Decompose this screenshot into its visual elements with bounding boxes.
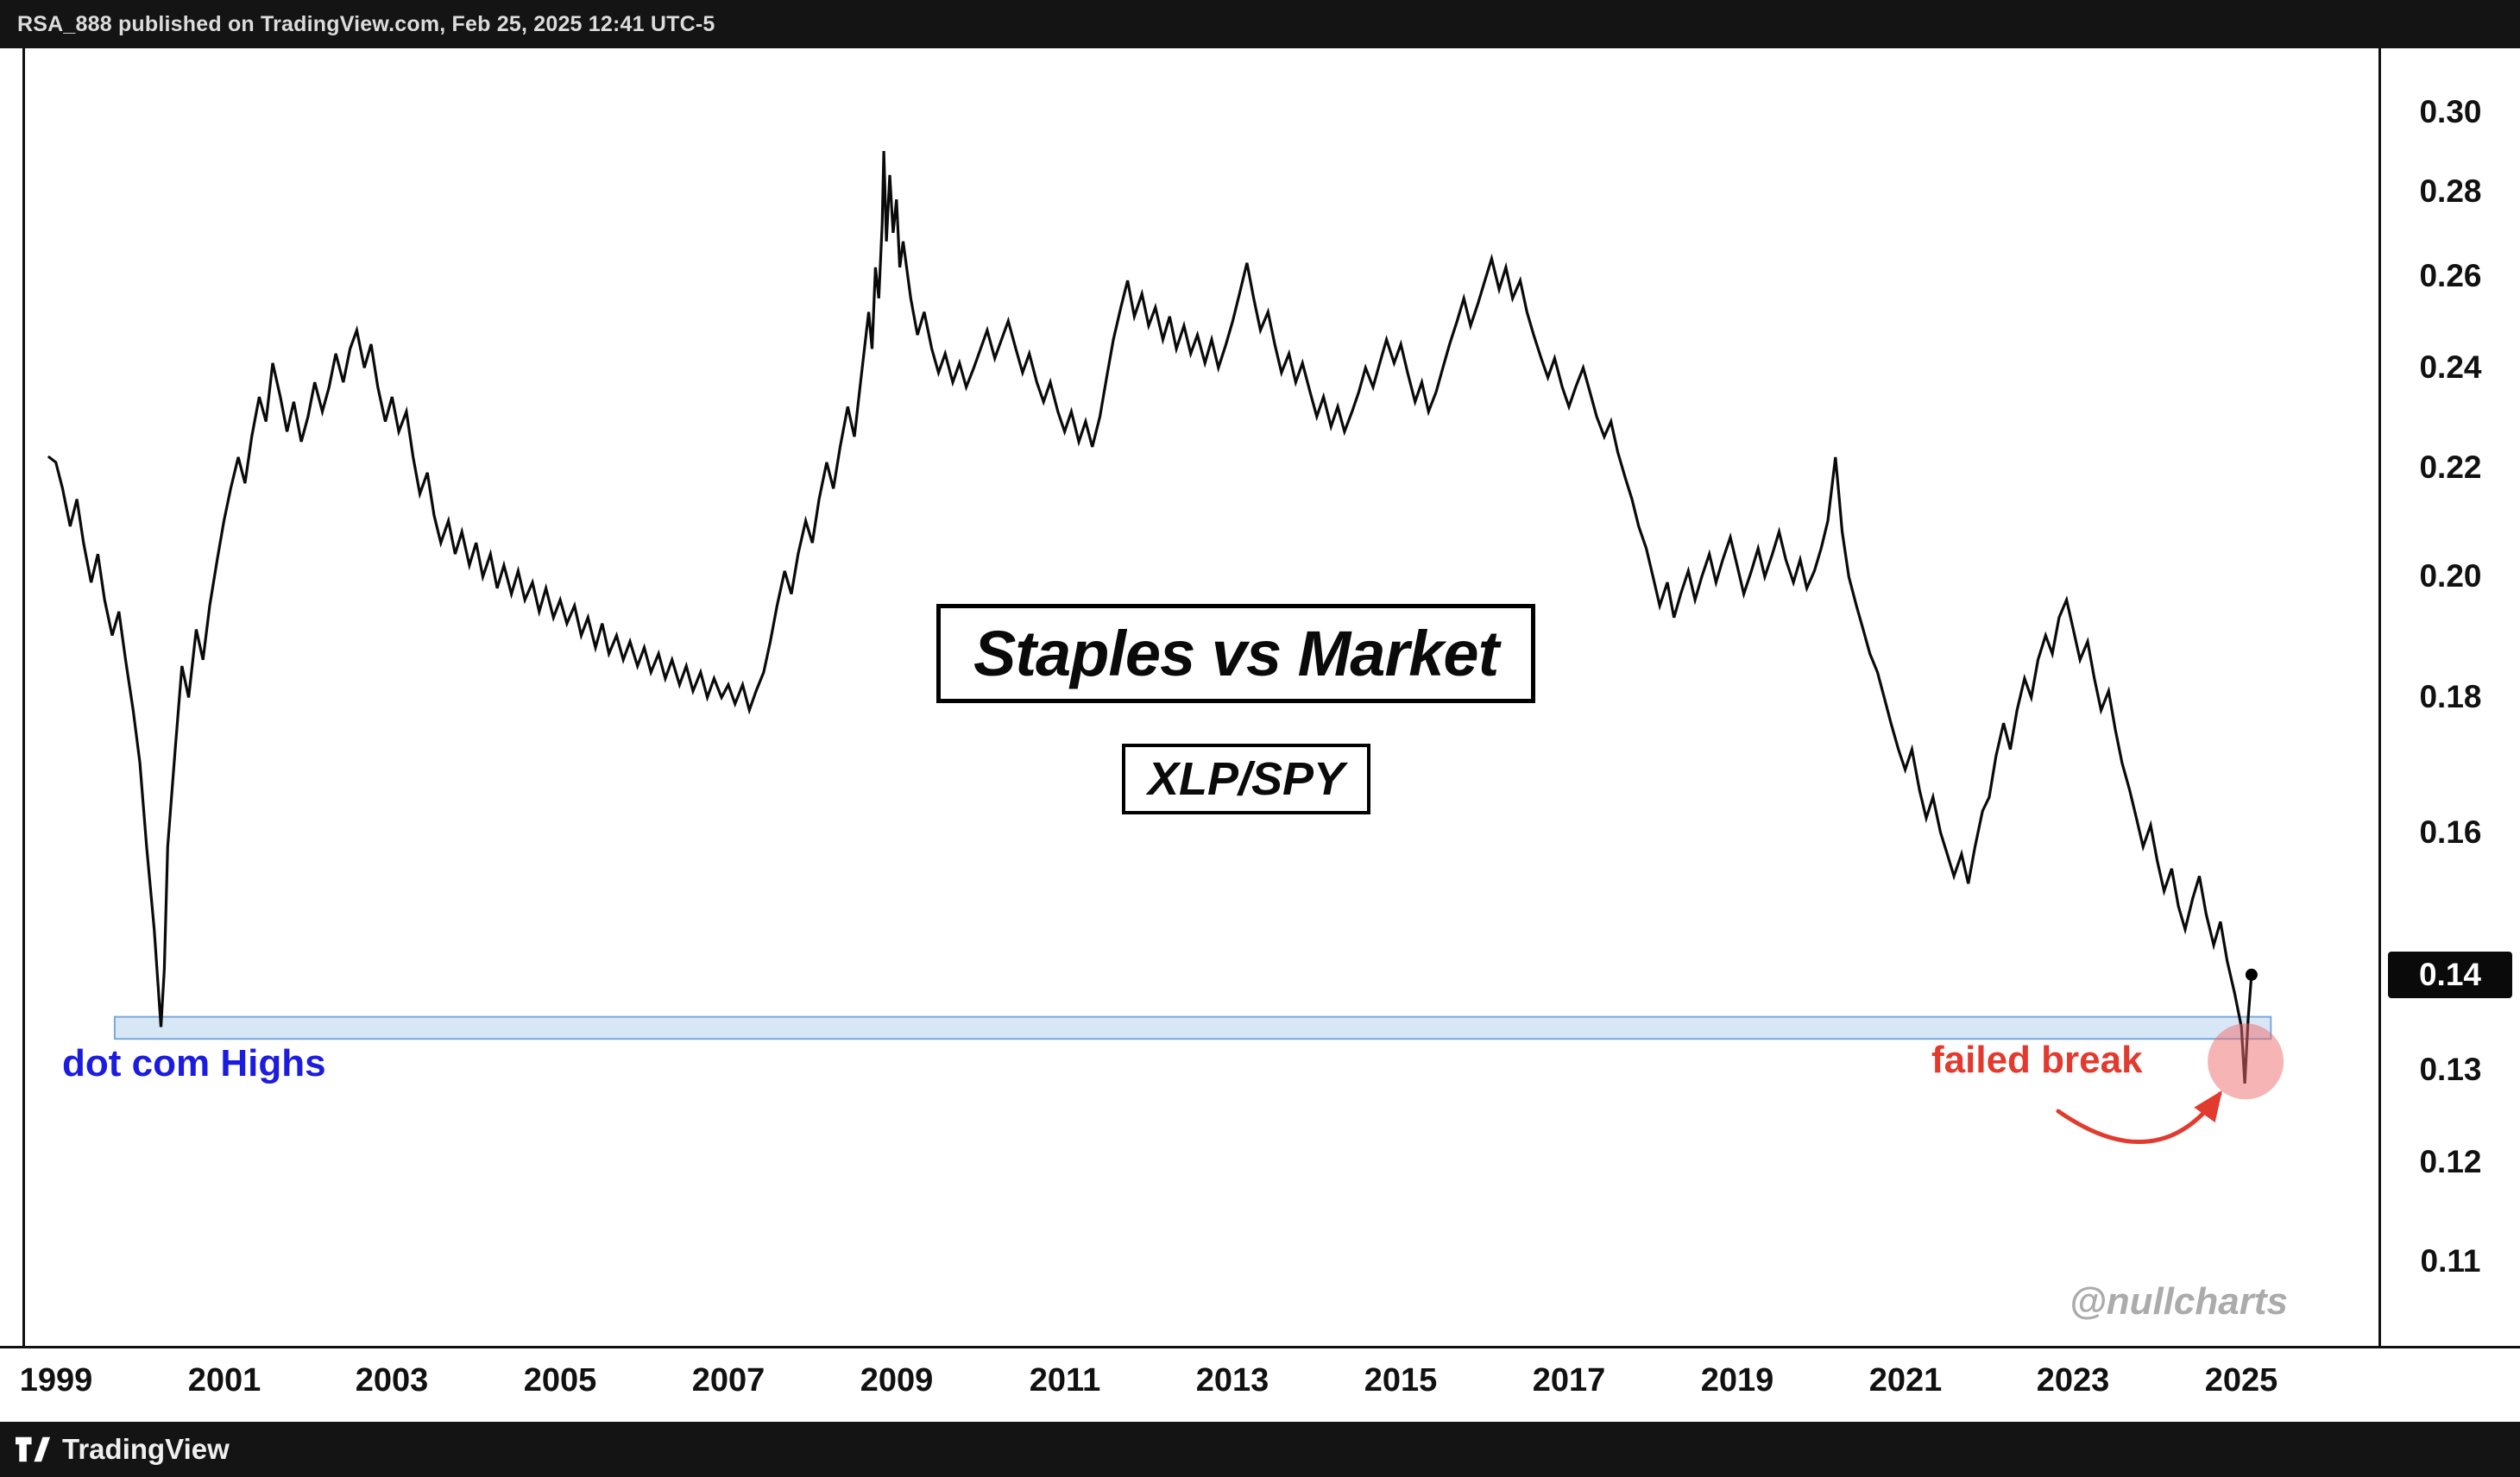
- pane-left-border: [22, 48, 25, 1346]
- x-axis-label: 2017: [1532, 1362, 1606, 1398]
- x-axis-label: 1999: [19, 1362, 93, 1398]
- tradingview-brand-text[interactable]: TradingView: [62, 1433, 230, 1465]
- author-watermark: @nullcharts: [2069, 1280, 2288, 1323]
- last-price-dot: [2245, 968, 2258, 981]
- price-axis[interactable]: 0.30 0.28 0.26 0.24 0.22 0.20 0.18 0.16 0.14 0.13…: [2381, 48, 2520, 1346]
- price-axis-separator: [2378, 48, 2381, 1346]
- last-price-badge: 0.14: [2388, 952, 2512, 998]
- price-line: [47, 150, 2253, 1084]
- footer-bar: TradingView: [0, 1422, 2520, 1477]
- y-axis-label: 0.16: [2419, 814, 2482, 850]
- time-axis-separator: [0, 1346, 2520, 1348]
- x-axis-label: 2009: [860, 1362, 934, 1398]
- failed-break-highlight-circle: [2208, 1023, 2284, 1100]
- x-axis-label: 2021: [1868, 1362, 1943, 1398]
- x-axis-label: 2023: [2036, 1362, 2110, 1398]
- y-axis-label: 0.24: [2419, 349, 2482, 385]
- failed-break-annotation: failed break: [1931, 1039, 2143, 1081]
- y-axis-label: 0.28: [2419, 173, 2482, 209]
- y-axis-label: 0.30: [2419, 94, 2482, 129]
- x-axis-label: 2001: [187, 1362, 261, 1398]
- y-axis-label: 0.12: [2419, 1144, 2482, 1179]
- failed-break-arrow: [2056, 1090, 2222, 1145]
- y-axis-label: 0.18: [2419, 679, 2482, 714]
- support-band: [113, 1015, 2272, 1040]
- time-axis[interactable]: 1999 2001 2003 2005 2007 2009 2011 2013 2015 2017…: [0, 1348, 2520, 1422]
- x-axis-label: 2003: [355, 1362, 429, 1398]
- chart-pane: Staples vs Market XLP/SPY dot com Highs …: [0, 48, 2378, 1346]
- publish-bar: RSA_888 published on TradingView.com, Fe…: [0, 0, 2520, 48]
- x-axis-label: 2015: [1364, 1362, 1438, 1398]
- x-axis-label: 2011: [1029, 1362, 1101, 1398]
- plot-area[interactable]: [0, 48, 2378, 1346]
- y-axis-label: 0.20: [2419, 558, 2482, 594]
- y-axis-label: 0.11: [2420, 1243, 2481, 1279]
- y-axis-label: 0.22: [2419, 449, 2482, 485]
- chart-subtitle: XLP/SPY: [1122, 744, 1371, 814]
- x-axis-label: 2005: [523, 1362, 597, 1398]
- y-axis-label: 0.13: [2419, 1052, 2482, 1087]
- dotcom-highs-annotation: dot com Highs: [62, 1042, 326, 1084]
- tradingview-logo-icon[interactable]: [16, 1436, 50, 1462]
- x-axis-label: 2013: [1195, 1362, 1269, 1398]
- x-axis-label: 2025: [2204, 1362, 2278, 1398]
- x-axis-label: 2007: [691, 1362, 765, 1398]
- x-axis-label: 2019: [1700, 1362, 1774, 1398]
- chart-title: Staples vs Market: [936, 604, 1536, 703]
- publish-text: RSA_888 published on TradingView.com, Fe…: [17, 11, 715, 36]
- y-axis-label: 0.26: [2419, 258, 2482, 293]
